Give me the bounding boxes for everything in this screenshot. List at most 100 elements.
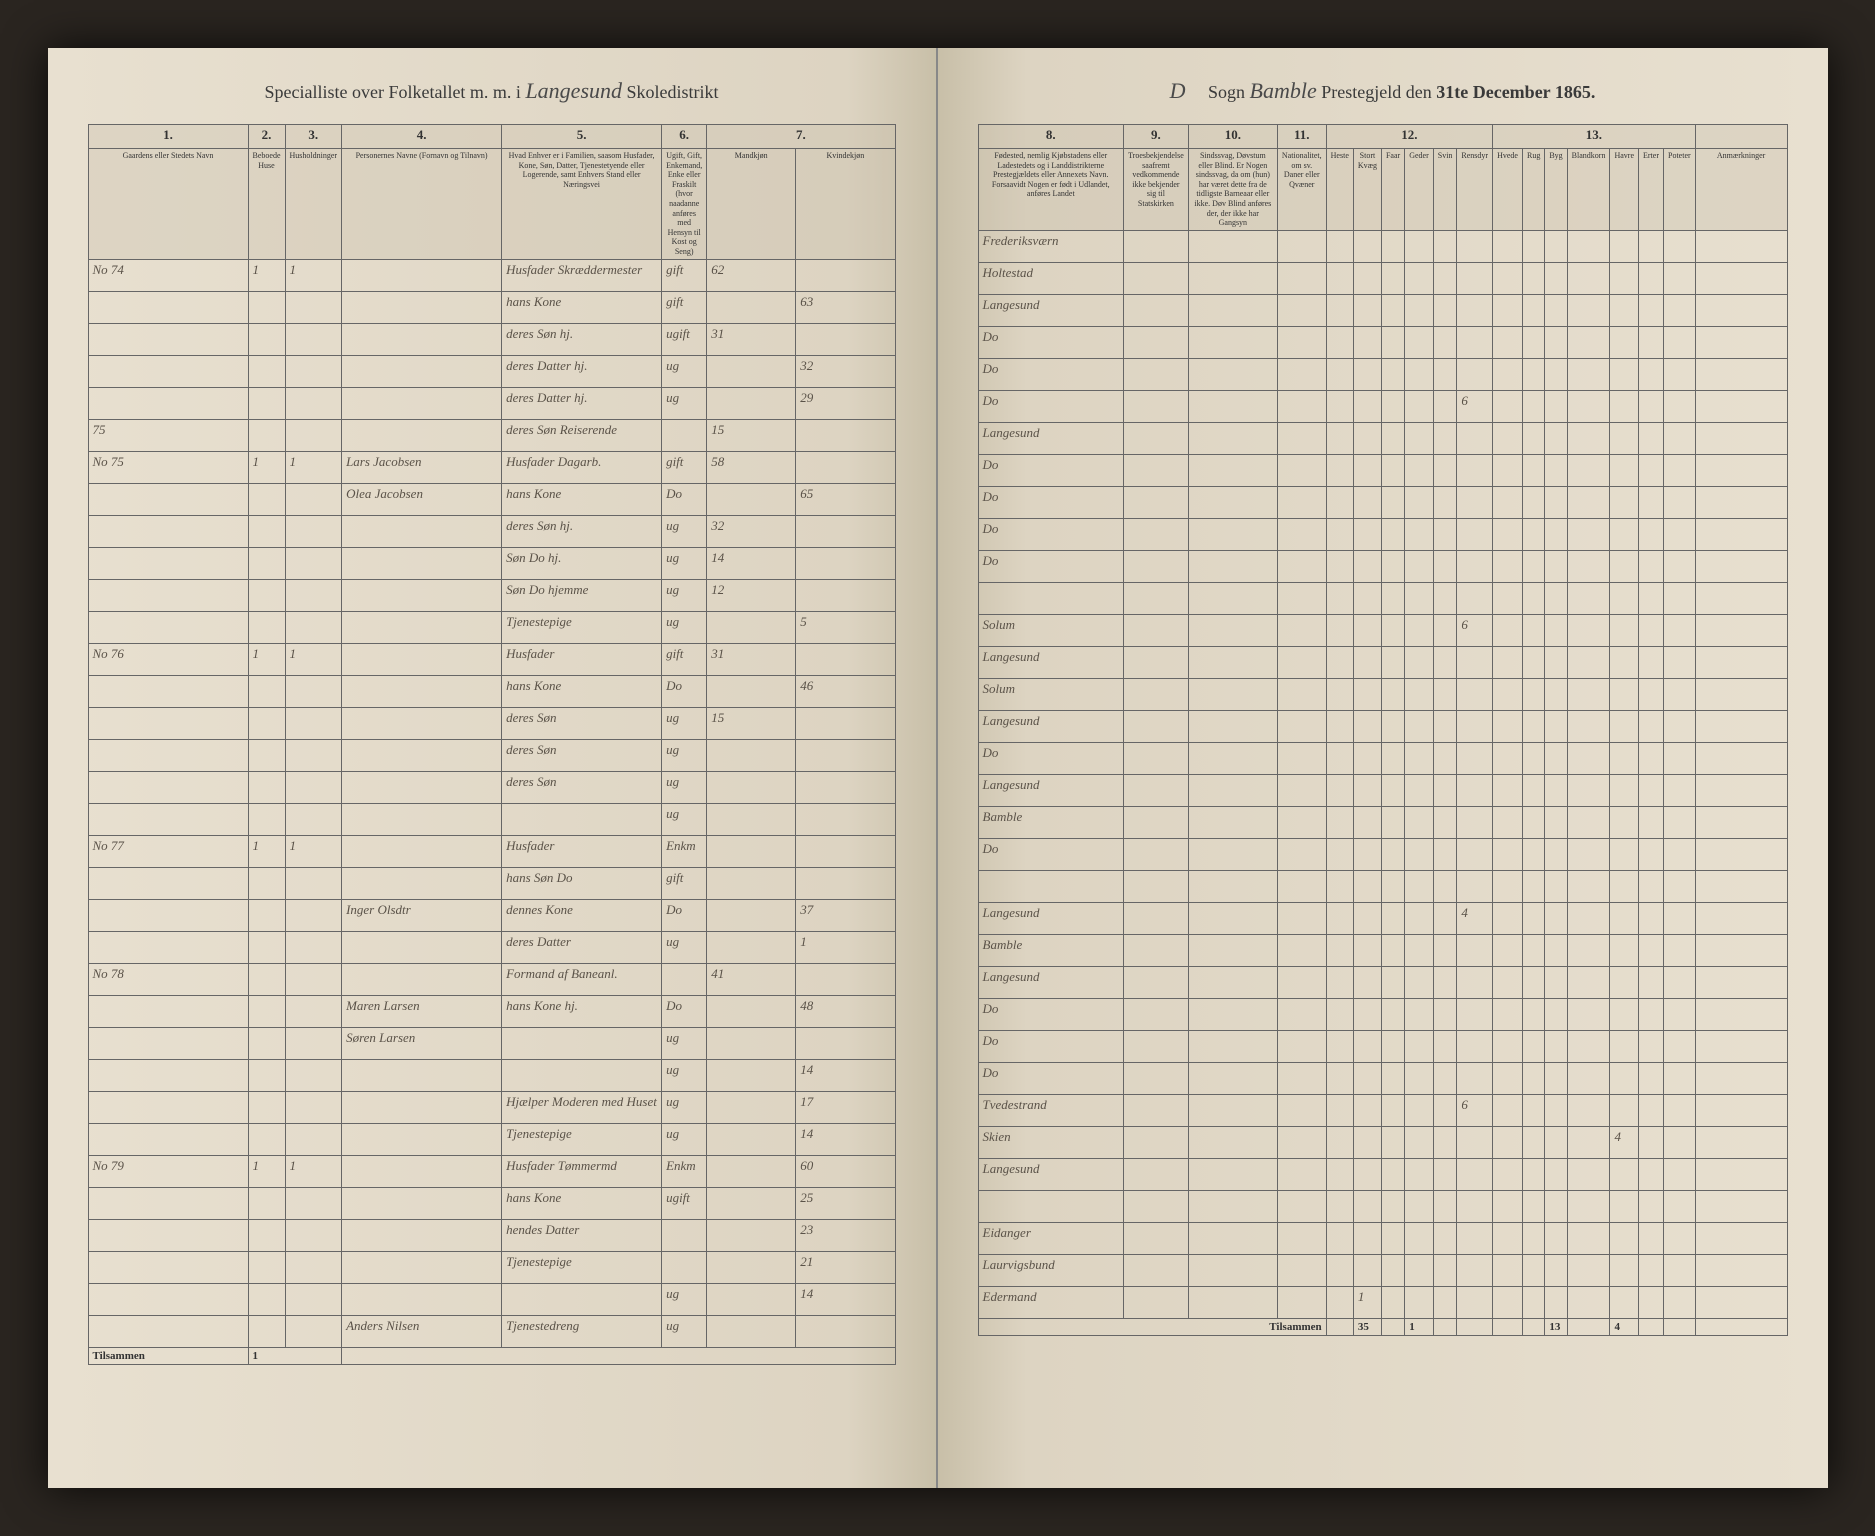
cell xyxy=(248,739,285,771)
cell xyxy=(1610,806,1639,838)
cell xyxy=(1610,390,1639,422)
cell xyxy=(1326,422,1353,454)
cell xyxy=(1493,742,1523,774)
cell xyxy=(707,835,796,867)
cell xyxy=(662,963,707,995)
cell: Søn Do hj. xyxy=(502,547,662,579)
cell xyxy=(1493,998,1523,1030)
cell xyxy=(1522,934,1544,966)
cell: ug xyxy=(662,771,707,803)
cell xyxy=(1124,806,1189,838)
cell xyxy=(248,867,285,899)
cell: Enkm xyxy=(662,1155,707,1187)
cell: Anders Nilsen xyxy=(342,1315,502,1347)
cell: Enkm xyxy=(662,835,707,867)
cell xyxy=(1695,422,1787,454)
cell: Langesund xyxy=(978,646,1124,678)
cell xyxy=(342,1123,502,1155)
fv9 xyxy=(1567,1318,1610,1335)
cell xyxy=(1522,582,1544,614)
cell xyxy=(342,675,502,707)
cell xyxy=(248,579,285,611)
cell: 21 xyxy=(796,1251,895,1283)
cell xyxy=(1353,1222,1381,1254)
cell xyxy=(1522,1126,1544,1158)
cell xyxy=(88,1091,248,1123)
cell: Do xyxy=(978,390,1124,422)
cell xyxy=(1405,1062,1434,1094)
cell xyxy=(1353,678,1381,710)
fv-anm xyxy=(1664,1318,1696,1335)
cell xyxy=(1124,678,1189,710)
cell: 17 xyxy=(796,1091,895,1123)
cell xyxy=(1353,422,1381,454)
table-row: Frederiksværn xyxy=(978,230,1787,262)
cell xyxy=(1433,934,1457,966)
cell: Bamble xyxy=(978,806,1124,838)
cell xyxy=(1639,774,1664,806)
cell xyxy=(88,1123,248,1155)
cell xyxy=(1188,358,1277,390)
cell xyxy=(1567,582,1610,614)
cell xyxy=(1457,550,1493,582)
colnum-8r: 8. xyxy=(978,125,1124,149)
cell xyxy=(1124,486,1189,518)
table-row: deres Datter hj.ug32 xyxy=(88,355,895,387)
cell xyxy=(1567,870,1610,902)
cell xyxy=(1381,774,1404,806)
cell xyxy=(1695,294,1787,326)
cell: Tjenestedreng xyxy=(502,1315,662,1347)
cell xyxy=(1353,1158,1381,1190)
cell xyxy=(88,1187,248,1219)
right-page: D Sogn Bamble Prestegjeld den 31te Decem… xyxy=(938,48,1828,1488)
cell xyxy=(502,1283,662,1315)
cell xyxy=(1277,294,1326,326)
cell: 6 xyxy=(1457,1094,1493,1126)
cell xyxy=(248,1091,285,1123)
cell xyxy=(1664,582,1696,614)
cell xyxy=(1664,742,1696,774)
cell xyxy=(1457,710,1493,742)
cell xyxy=(1188,774,1277,806)
cell xyxy=(1639,390,1664,422)
cell xyxy=(342,547,502,579)
cell xyxy=(1567,1286,1610,1318)
table-row: Do xyxy=(978,1062,1787,1094)
cell: Husfader xyxy=(502,835,662,867)
cell xyxy=(1188,902,1277,934)
cell xyxy=(1545,1222,1567,1254)
cell xyxy=(1610,486,1639,518)
cell xyxy=(1610,1062,1639,1094)
cell xyxy=(1381,1094,1404,1126)
cell xyxy=(1457,1222,1493,1254)
cell xyxy=(248,483,285,515)
cell xyxy=(707,387,796,419)
cell xyxy=(1433,582,1457,614)
table-row: No 7911Husfader TømmermdEnkm60 xyxy=(88,1155,895,1187)
cell xyxy=(1664,1126,1696,1158)
cell xyxy=(1457,838,1493,870)
cell xyxy=(707,355,796,387)
cell xyxy=(1353,774,1381,806)
cell: Lars Jacobsen xyxy=(342,451,502,483)
cell xyxy=(796,451,895,483)
cell xyxy=(88,579,248,611)
cell xyxy=(342,259,502,291)
table-row: hendes Datter23 xyxy=(88,1219,895,1251)
cell: 4 xyxy=(1457,902,1493,934)
cell xyxy=(248,1219,285,1251)
table-row: No 7711HusfaderEnkm xyxy=(88,835,895,867)
cell xyxy=(1457,678,1493,710)
cell xyxy=(1493,1062,1523,1094)
cell xyxy=(1545,358,1567,390)
cell xyxy=(707,611,796,643)
cell xyxy=(1457,1030,1493,1062)
cell xyxy=(1188,806,1277,838)
cell xyxy=(1664,326,1696,358)
cell xyxy=(1188,966,1277,998)
cell: 31 xyxy=(707,643,796,675)
cell xyxy=(1277,1030,1326,1062)
cell xyxy=(1277,326,1326,358)
cell xyxy=(1188,1190,1277,1222)
cell xyxy=(1639,806,1664,838)
